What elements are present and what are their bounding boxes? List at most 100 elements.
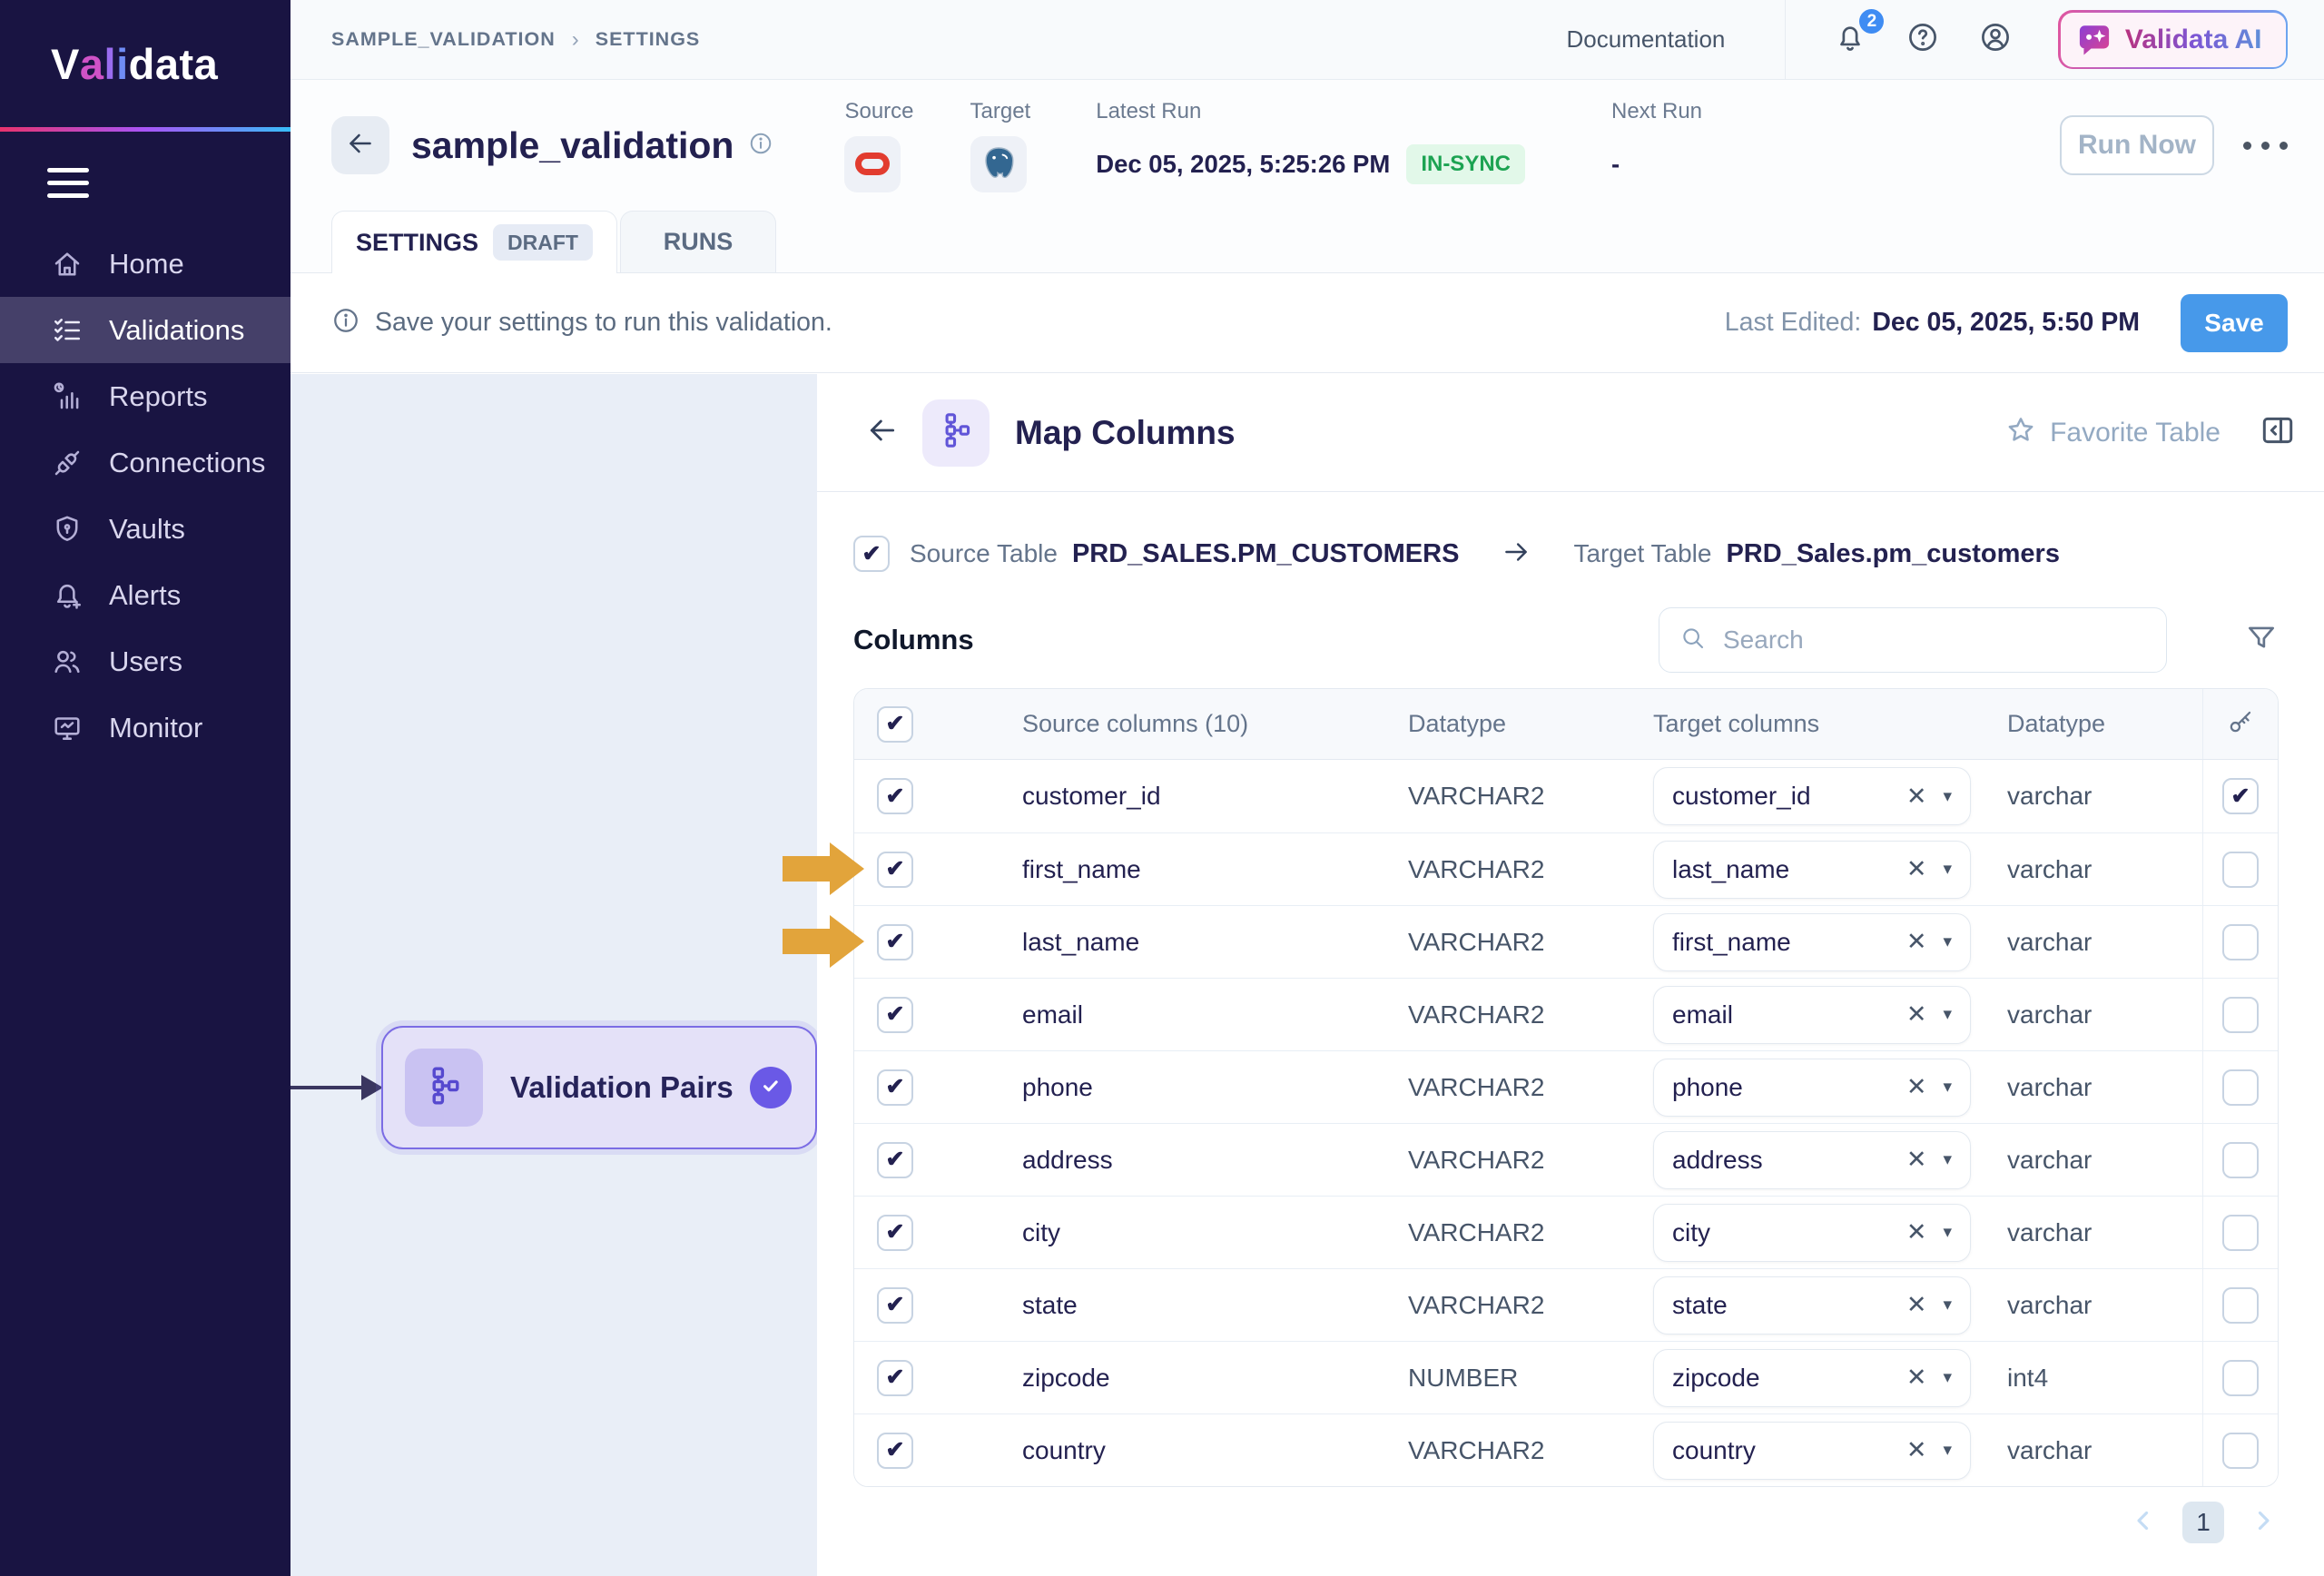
monitor-icon	[50, 711, 84, 745]
target-column-dropdown[interactable]: zipcode ✕ ▾	[1653, 1349, 1971, 1407]
more-menu-button[interactable]	[2243, 142, 2288, 150]
map-columns-back-button[interactable]	[864, 412, 901, 453]
favorite-table-label: Favorite Table	[2050, 418, 2221, 448]
select-all-checkbox[interactable]	[877, 706, 913, 743]
sidebar-item-validations[interactable]: Validations	[0, 297, 290, 363]
sidebar-item-label: Home	[109, 248, 184, 281]
key-checkbox[interactable]	[2222, 1360, 2259, 1396]
back-button[interactable]	[331, 116, 389, 174]
source-column-name: phone	[936, 1073, 1322, 1102]
sidebar-item-connections[interactable]: Connections	[0, 429, 290, 496]
draft-badge: DRAFT	[493, 224, 593, 261]
arrow-right-icon	[1501, 537, 1531, 572]
notifications-bell-icon[interactable]: 2	[1833, 20, 1867, 59]
map-columns-header: Map Columns Favorite Table	[817, 374, 2324, 492]
row-checkbox[interactable]	[877, 1360, 913, 1396]
sidebar-item-home[interactable]: Home	[0, 231, 290, 297]
row-checkbox[interactable]	[877, 1287, 913, 1324]
favorite-table-button[interactable]: Favorite Table	[2004, 414, 2221, 451]
target-table-name: PRD_Sales.pm_customers	[1726, 539, 2060, 569]
row-checkbox[interactable]	[877, 1433, 913, 1469]
clear-icon[interactable]: ✕	[1906, 1218, 1927, 1246]
filter-icon[interactable]	[2244, 621, 2279, 660]
target-column-dropdown[interactable]: phone ✕ ▾	[1653, 1059, 1971, 1117]
source-datatype: VARCHAR2	[1322, 928, 1567, 957]
target-column-dropdown[interactable]: customer_id ✕ ▾	[1653, 767, 1971, 825]
validata-ai-button[interactable]: Validata AI	[2058, 10, 2288, 69]
account-icon[interactable]	[1978, 20, 2013, 59]
row-checkbox[interactable]	[877, 997, 913, 1033]
tab-settings[interactable]: SETTINGS DRAFT	[331, 211, 617, 273]
target-column-value: zipcode	[1672, 1364, 1906, 1393]
key-checkbox[interactable]	[2222, 1069, 2259, 1106]
clear-icon[interactable]: ✕	[1906, 855, 1927, 883]
clear-icon[interactable]: ✕	[1906, 1291, 1927, 1319]
key-column-icon	[2202, 689, 2278, 759]
clear-icon[interactable]: ✕	[1906, 783, 1927, 811]
connections-icon	[50, 446, 84, 480]
run-now-button[interactable]: Run Now	[2060, 115, 2214, 175]
row-checkbox[interactable]	[877, 924, 913, 960]
key-checkbox[interactable]	[2222, 924, 2259, 960]
key-checkbox[interactable]	[2222, 1287, 2259, 1324]
tab-runs[interactable]: RUNS	[620, 211, 776, 272]
target-column-dropdown[interactable]: first_name ✕ ▾	[1653, 913, 1971, 971]
row-checkbox[interactable]	[877, 1215, 913, 1251]
sidebar-item-reports[interactable]: Reports	[0, 363, 290, 429]
key-checkbox[interactable]	[2222, 1215, 2259, 1251]
key-checkbox[interactable]	[2222, 1433, 2259, 1469]
latest-run-value: Dec 05, 2025, 5:25:26 PM	[1096, 150, 1390, 179]
save-button[interactable]: Save	[2181, 294, 2288, 352]
collapse-panel-icon[interactable]	[2259, 411, 2297, 454]
row-checkbox[interactable]	[877, 852, 913, 888]
sidebar-item-users[interactable]: Users	[0, 628, 290, 694]
row-checkbox[interactable]	[877, 1142, 913, 1178]
help-icon[interactable]	[1905, 20, 1940, 59]
table-pair-row: Source Table PRD_SALES.PM_CUSTOMERS Targ…	[853, 517, 2279, 590]
sidebar-item-monitor[interactable]: Monitor	[0, 694, 290, 761]
clear-icon[interactable]: ✕	[1906, 928, 1927, 956]
clear-icon[interactable]: ✕	[1906, 1146, 1927, 1174]
clear-icon[interactable]: ✕	[1906, 1436, 1927, 1464]
sidebar-item-alerts[interactable]: Alerts	[0, 562, 290, 628]
columns-toolbar: Columns	[853, 599, 2279, 681]
target-column-dropdown[interactable]: address ✕ ▾	[1653, 1131, 1971, 1189]
target-column-dropdown[interactable]: state ✕ ▾	[1653, 1276, 1971, 1335]
key-checkbox[interactable]	[2222, 852, 2259, 888]
table-row: email VARCHAR2 email ✕ ▾ varchar	[854, 978, 2278, 1050]
clear-icon[interactable]: ✕	[1906, 1000, 1927, 1029]
oracle-source-icon	[844, 136, 901, 192]
target-column-dropdown[interactable]: email ✕ ▾	[1653, 986, 1971, 1044]
sidebar-item-vaults[interactable]: Vaults	[0, 496, 290, 562]
clear-icon[interactable]: ✕	[1906, 1073, 1927, 1101]
breadcrumb-item-validation[interactable]: SAMPLE_VALIDATION	[331, 28, 556, 51]
row-checkbox[interactable]	[877, 1069, 913, 1106]
title-info-icon[interactable]	[748, 131, 773, 161]
clear-icon[interactable]: ✕	[1906, 1364, 1927, 1392]
source-datatype: NUMBER	[1322, 1364, 1567, 1393]
app-logo: Validata	[0, 0, 290, 127]
hamburger-menu-icon[interactable]	[47, 168, 89, 198]
content-area: Validation Pairs Map Columns Favorite Ta…	[290, 374, 2324, 1576]
target-column-dropdown[interactable]: last_name ✕ ▾	[1653, 841, 1971, 899]
documentation-link[interactable]: Documentation	[1566, 25, 1725, 54]
row-checkbox[interactable]	[877, 778, 913, 814]
page-number[interactable]: 1	[2182, 1502, 2224, 1543]
key-checkbox[interactable]	[2222, 778, 2259, 814]
key-checkbox[interactable]	[2222, 1142, 2259, 1178]
source-column-name: last_name	[936, 928, 1322, 957]
target-column-dropdown[interactable]: country ✕ ▾	[1653, 1422, 1971, 1480]
breadcrumb-separator: ›	[572, 27, 579, 53]
table-row: last_name VARCHAR2 first_name ✕ ▾ varcha…	[854, 905, 2278, 978]
next-page-icon[interactable]	[2248, 1505, 2279, 1541]
target-column-value: address	[1672, 1146, 1906, 1175]
flow-edge	[290, 1086, 365, 1089]
table-pair-checkbox[interactable]	[853, 536, 890, 572]
source-datatype: VARCHAR2	[1322, 1291, 1567, 1320]
search-input[interactable]	[1723, 625, 2146, 655]
target-column-dropdown[interactable]: city ✕ ▾	[1653, 1204, 1971, 1262]
previous-page-icon[interactable]	[2128, 1505, 2159, 1541]
table-row: address VARCHAR2 address ✕ ▾ varchar	[854, 1123, 2278, 1196]
validation-pairs-node[interactable]: Validation Pairs	[381, 1026, 817, 1149]
key-checkbox[interactable]	[2222, 997, 2259, 1033]
